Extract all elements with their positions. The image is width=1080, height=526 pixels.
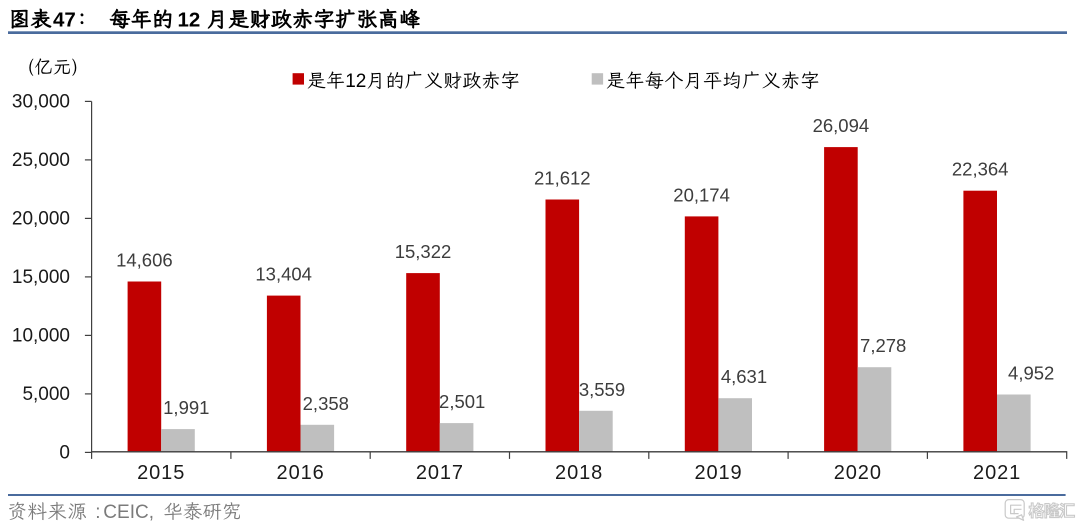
svg-text:12: 12	[345, 71, 366, 92]
svg-text:25,000: 25,000	[12, 150, 70, 171]
svg-text:4,631: 4,631	[721, 366, 767, 387]
svg-text:5,000: 5,000	[22, 384, 70, 405]
svg-text:4,952: 4,952	[1008, 363, 1054, 384]
svg-text:2,501: 2,501	[439, 391, 485, 412]
svg-text::: :	[95, 502, 100, 523]
svg-text:21,612: 21,612	[534, 168, 591, 189]
svg-text:26,094: 26,094	[813, 115, 870, 136]
svg-text:22,364: 22,364	[952, 159, 1009, 180]
svg-text:15,000: 15,000	[12, 267, 70, 288]
svg-text:2018: 2018	[555, 462, 603, 484]
svg-text:15,322: 15,322	[395, 241, 452, 262]
svg-text:47: 47	[53, 8, 76, 31]
svg-text:2021: 2021	[973, 462, 1021, 484]
svg-text:2020: 2020	[834, 462, 882, 484]
svg-text:7,278: 7,278	[860, 335, 906, 356]
svg-text:2,358: 2,358	[303, 393, 349, 414]
svg-text:CEIC,: CEIC,	[103, 502, 154, 523]
svg-text:0: 0	[59, 442, 70, 463]
svg-text:13,404: 13,404	[255, 264, 312, 285]
svg-text:1,991: 1,991	[163, 397, 209, 418]
svg-text:12: 12	[178, 8, 201, 31]
svg-text:14,606: 14,606	[116, 250, 173, 271]
svg-text:2017: 2017	[416, 462, 464, 484]
svg-text:3,559: 3,559	[579, 379, 625, 400]
svg-text:20,000: 20,000	[12, 208, 70, 229]
svg-text:2016: 2016	[277, 462, 325, 484]
svg-text:2019: 2019	[694, 462, 742, 484]
svg-text:20,174: 20,174	[673, 184, 730, 205]
svg-text:30,000: 30,000	[12, 91, 70, 112]
svg-text:10,000: 10,000	[12, 325, 70, 346]
svg-text:2015: 2015	[137, 462, 185, 484]
